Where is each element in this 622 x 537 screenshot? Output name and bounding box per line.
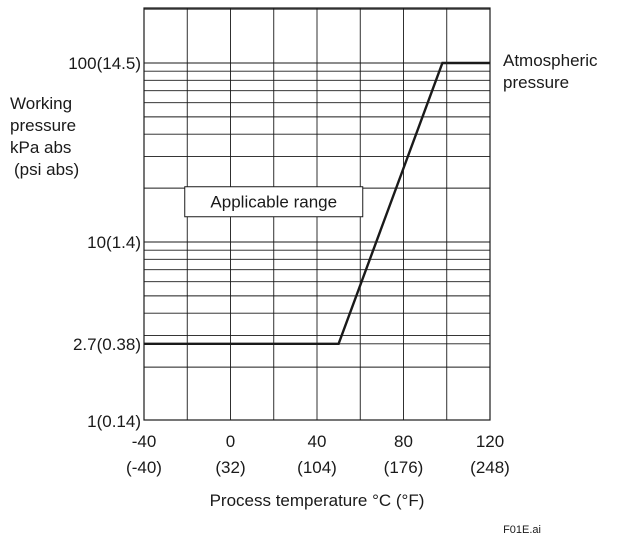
plot-frame (143, 7, 491, 421)
y-tick-label: 100(14.5) (68, 54, 141, 73)
y-tick-label: 1(0.14) (87, 412, 141, 431)
x-axis-label: Process temperature °C (°F) (210, 491, 425, 510)
y-tick-label: 2.7(0.38) (73, 335, 141, 354)
atmospheric-pressure-label: Atmospheric (503, 51, 598, 70)
x-tick-sublabel: (248) (470, 458, 510, 477)
x-tick-sublabel: (176) (384, 458, 424, 477)
figure-id: F01E.ai (503, 524, 541, 536)
applicable-range-box (184, 186, 364, 218)
x-tick-label: 40 (308, 432, 327, 451)
y-axis-label-line: Working (10, 94, 72, 113)
x-tick-sublabel: (32) (215, 458, 245, 477)
y-axis-label-line: kPa abs (10, 138, 71, 157)
x-tick-label: 80 (394, 432, 413, 451)
applicable-range-label: Applicable range (210, 193, 337, 212)
y-axis-label-line: (psi abs) (14, 160, 79, 179)
y-axis-label-line: pressure (10, 116, 76, 135)
x-tick-sublabel: (-40) (126, 458, 162, 477)
x-tick-label: 0 (226, 432, 235, 451)
y-tick-label: 10(1.4) (87, 233, 141, 252)
atmospheric-pressure-label: pressure (503, 73, 569, 92)
x-tick-sublabel: (104) (297, 458, 337, 477)
x-tick-label: -40 (132, 432, 157, 451)
x-tick-label: 120 (476, 432, 504, 451)
series-line-0 (144, 61, 490, 345)
